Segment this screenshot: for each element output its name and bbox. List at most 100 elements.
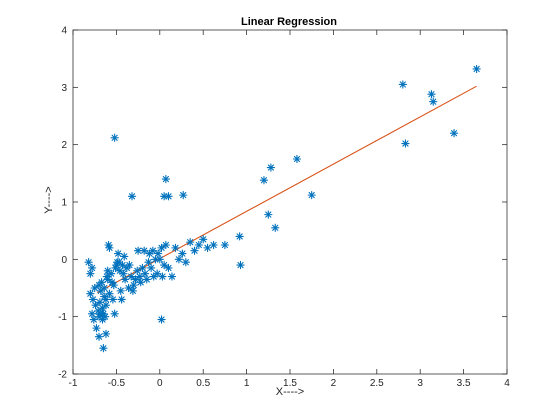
data-point <box>110 309 119 318</box>
data-point <box>157 243 166 253</box>
data-point <box>108 295 118 304</box>
data-point <box>140 269 150 278</box>
data-point <box>266 163 276 172</box>
data-point <box>107 269 116 278</box>
data-point <box>398 80 407 89</box>
data-point <box>146 263 156 273</box>
data-point <box>100 283 109 293</box>
data-point <box>259 176 269 185</box>
data-point <box>158 272 167 281</box>
data-point <box>190 246 199 255</box>
x-tick-label: 4 <box>504 378 510 389</box>
data-point <box>199 235 208 244</box>
data-point <box>164 192 173 201</box>
x-tick-label: 0.5 <box>196 378 210 389</box>
regression-line <box>97 85 477 294</box>
data-point <box>99 344 108 353</box>
data-point <box>236 260 245 270</box>
x-tick-label: 1 <box>244 378 250 389</box>
data-point <box>90 283 99 293</box>
x-tick-label: 3 <box>417 378 423 389</box>
data-point <box>186 237 195 247</box>
data-point <box>84 258 93 267</box>
data-point <box>87 309 97 318</box>
data-point <box>138 263 147 273</box>
data-point <box>220 240 230 250</box>
plot-box <box>72 29 508 375</box>
data-point <box>116 286 125 296</box>
data-point <box>127 192 137 201</box>
data-point <box>164 263 173 273</box>
data-point <box>95 298 105 307</box>
data-point <box>104 240 113 250</box>
data-point <box>105 243 114 253</box>
data-point <box>427 90 436 99</box>
data-point <box>472 64 481 74</box>
data-point <box>181 258 190 267</box>
data-point <box>88 295 98 304</box>
data-point <box>264 210 273 219</box>
data-point <box>101 329 111 339</box>
x-axis-label: X----> <box>276 386 304 398</box>
data-point <box>153 249 163 258</box>
y-tick-label: 4 <box>61 26 67 37</box>
data-point <box>167 272 177 281</box>
data-point <box>98 315 107 324</box>
data-point <box>155 255 164 264</box>
y-axis-label: Y----> <box>43 186 55 213</box>
y-tick-label: 0 <box>61 255 67 266</box>
data-point <box>109 280 118 290</box>
data-point <box>86 269 95 278</box>
data-point <box>86 289 95 298</box>
y-tick-label: 3 <box>61 83 67 94</box>
data-point <box>142 275 151 284</box>
y-tick-label: -1 <box>58 312 67 323</box>
fit-line-layer <box>97 85 477 294</box>
data-point <box>235 232 244 241</box>
data-point <box>161 240 171 250</box>
data-point <box>174 255 184 264</box>
data-point <box>307 190 316 200</box>
data-point <box>105 289 114 298</box>
data-point <box>292 154 302 164</box>
x-tick-label: 2 <box>331 378 337 389</box>
data-point <box>94 332 104 341</box>
data-point <box>144 258 153 267</box>
data-point <box>203 243 212 253</box>
data-point <box>429 97 438 106</box>
chart-title: Linear Regression <box>241 16 337 28</box>
x-tick-label: -1 <box>69 378 78 389</box>
x-tick-label: 1.5 <box>283 378 297 389</box>
data-point <box>271 223 280 232</box>
data-point <box>110 133 119 142</box>
data-point <box>128 286 138 296</box>
data-point <box>113 249 123 258</box>
data-point <box>178 249 187 258</box>
x-tick-label: 2.5 <box>370 378 384 389</box>
data-point <box>96 309 105 318</box>
data-point <box>103 275 112 284</box>
x-tick-label: 0 <box>157 378 163 389</box>
y-tick-label: -2 <box>58 370 67 381</box>
data-point <box>179 190 188 200</box>
data-point <box>161 174 171 184</box>
data-point <box>194 240 204 250</box>
data-point <box>157 315 166 324</box>
data-point <box>129 280 138 290</box>
data-point <box>118 260 127 270</box>
y-tick-label: 1 <box>61 198 67 209</box>
data-point <box>171 243 180 253</box>
data-point <box>449 129 459 138</box>
data-point <box>92 323 101 333</box>
data-point <box>125 260 134 270</box>
data-point <box>136 278 145 287</box>
data-point <box>127 272 136 281</box>
data-point <box>87 263 97 273</box>
data-point <box>120 275 130 284</box>
data-point <box>124 283 133 293</box>
points-layer <box>84 64 481 353</box>
data-point <box>101 301 111 310</box>
